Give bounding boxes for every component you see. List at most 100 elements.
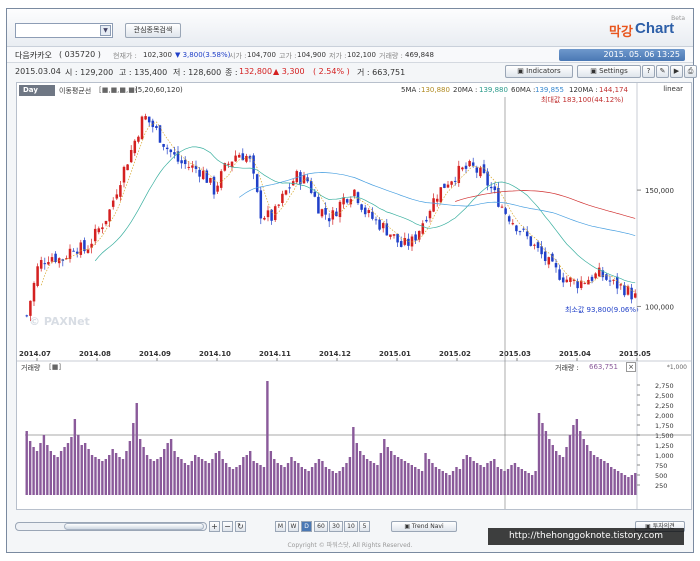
- settings-button[interactable]: ▣ Settings: [577, 65, 641, 78]
- zoom-out-icon[interactable]: −: [222, 521, 233, 532]
- volume-bar: [572, 425, 575, 495]
- volume-bar: [431, 463, 434, 495]
- volume-bar: [448, 475, 451, 495]
- volume-bar: [94, 457, 97, 495]
- volume-bar: [104, 459, 108, 495]
- volume-bar: [118, 457, 121, 495]
- invest-opinion-label: 투자의견: [652, 523, 675, 530]
- volume-bar: [59, 451, 63, 495]
- min-annotation: 최소값 93,800(9.06%): [565, 306, 639, 314]
- volume-bar: [616, 471, 620, 495]
- volume-bar: [510, 465, 513, 495]
- candle-body: [281, 193, 284, 204]
- high-label: 고가 :: [279, 52, 297, 60]
- period-button-60[interactable]: 60: [314, 521, 328, 532]
- period-button-m[interactable]: M: [275, 521, 286, 532]
- volume-bar: [582, 439, 585, 495]
- candle-body: [439, 187, 443, 203]
- chart-panel[interactable]: Day 이동평균선 [■,■,■,■] (5,20,60,120) 5MA : …: [16, 82, 692, 510]
- watchlist-search-button[interactable]: 관심종목검색: [125, 23, 181, 38]
- stock-search-combo[interactable]: ▼: [15, 23, 113, 38]
- period-button-30[interactable]: 30: [329, 521, 343, 532]
- volume-bar: [527, 473, 530, 495]
- next-icon[interactable]: ▶: [670, 65, 683, 78]
- volume-bar: [221, 459, 224, 495]
- volume-bar: [400, 459, 403, 495]
- volume-bar: [218, 451, 221, 495]
- volume-bar: [90, 455, 94, 495]
- period-button-w[interactable]: W: [288, 521, 299, 532]
- period-button-5[interactable]: 5: [359, 521, 370, 532]
- candle-body: [518, 231, 522, 233]
- candle-body: [32, 283, 36, 302]
- trend-navi-button[interactable]: ▣ Trend Navi: [391, 521, 457, 532]
- candle-body: [151, 120, 155, 128]
- period-button-10[interactable]: 10: [344, 521, 358, 532]
- volume-bar: [599, 459, 603, 495]
- candle-body: [29, 300, 32, 316]
- candle-body: [389, 234, 392, 237]
- pencil-icon[interactable]: ✎: [656, 65, 669, 78]
- volume-bar: [269, 451, 273, 495]
- volume-bar: [438, 469, 441, 495]
- candle-body: [284, 190, 288, 195]
- candle-body: [25, 315, 29, 317]
- volume-bar: [238, 465, 242, 495]
- ohlc-close: 132,800: [239, 67, 273, 76]
- candle-body: [39, 260, 43, 269]
- volume-bar: [46, 445, 49, 495]
- volume-bar: [108, 455, 111, 495]
- volume-bar: [97, 459, 101, 495]
- help-icon[interactable]: ?: [642, 65, 655, 78]
- range-scrollbar[interactable]: [15, 522, 207, 531]
- volume-bar: [293, 461, 297, 495]
- candle-body: [457, 165, 461, 183]
- candle-body: [349, 199, 353, 205]
- close-icon[interactable]: ×: [626, 362, 636, 372]
- volume-bar: [506, 469, 510, 495]
- candle-body: [101, 227, 104, 230]
- refresh-icon[interactable]: ↻: [235, 521, 246, 532]
- print-icon[interactable]: ⎙: [684, 65, 697, 78]
- period-button-d[interactable]: D: [301, 521, 312, 532]
- volume-bar: [403, 461, 407, 495]
- candle-body: [410, 236, 414, 247]
- indicator-params: (5,20,60,120): [135, 86, 183, 94]
- period-tab[interactable]: Day: [19, 85, 55, 96]
- zoom-in-icon[interactable]: +: [209, 521, 220, 532]
- candle-body: [144, 116, 147, 120]
- x-tick-label: 2014.12: [319, 350, 351, 358]
- x-tick-label: 2015.05: [619, 350, 651, 358]
- volume-bar: [242, 457, 245, 495]
- high-price: 104,900: [297, 51, 326, 59]
- candle-body: [126, 164, 129, 171]
- scroll-thumb[interactable]: [64, 523, 204, 530]
- volume-bar: [231, 469, 235, 495]
- volume-bar: [379, 453, 383, 495]
- volume-bar: [376, 465, 379, 495]
- chevron-down-icon[interactable]: ▼: [100, 25, 111, 36]
- ma120-line: [455, 190, 636, 219]
- volume-bar: [410, 465, 414, 495]
- candle-body: [342, 197, 345, 205]
- candle-body: [475, 167, 479, 173]
- candle-body: [432, 198, 435, 212]
- candle-body: [533, 244, 536, 246]
- volume-bar: [383, 439, 386, 495]
- candle-body: [385, 223, 389, 236]
- candle-body: [299, 172, 302, 185]
- candle-body: [468, 160, 471, 167]
- candle-body: [241, 153, 245, 161]
- indicators-button[interactable]: ▣ Indicators: [505, 65, 573, 78]
- price-change: ▼ 3,800(3.58%): [175, 51, 231, 59]
- volume-bar: [273, 459, 276, 495]
- volume-swatch: [■]: [49, 363, 62, 371]
- candle-body: [266, 210, 270, 218]
- logo-beta: Beta: [671, 15, 685, 22]
- candle-body: [536, 242, 540, 248]
- candle-body: [327, 218, 331, 222]
- volume-bar: [499, 469, 503, 495]
- candle-body: [435, 198, 439, 202]
- volume-title: 거래량: [21, 364, 41, 372]
- x-tick-label: 2014.10: [199, 350, 231, 358]
